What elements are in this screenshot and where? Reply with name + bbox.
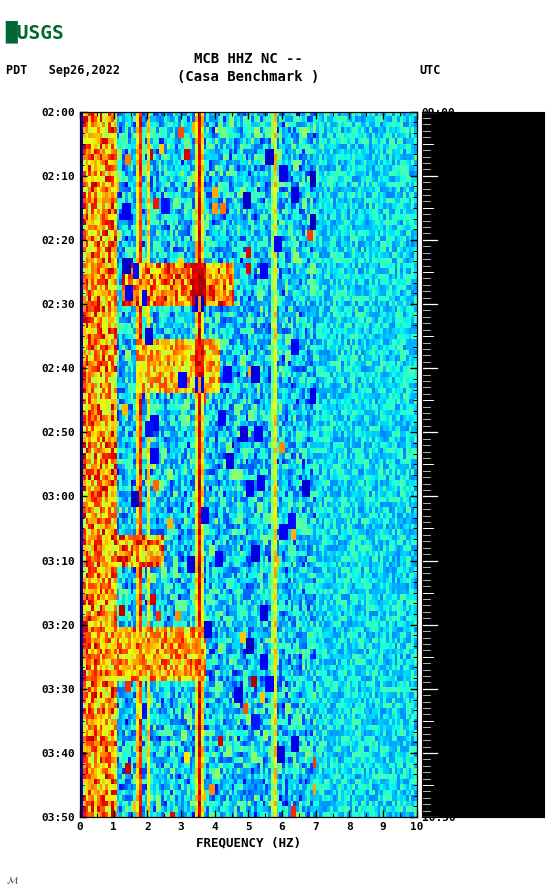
Text: █USGS: █USGS [6,21,64,43]
Text: UTC: UTC [420,64,441,77]
X-axis label: FREQUENCY (HZ): FREQUENCY (HZ) [196,836,301,849]
Text: PDT   Sep26,2022: PDT Sep26,2022 [6,64,120,77]
Text: (Casa Benchmark ): (Casa Benchmark ) [177,70,320,84]
Text: MCB HHZ NC --: MCB HHZ NC -- [194,52,303,66]
Text: $\mathcal{M}$: $\mathcal{M}$ [6,874,19,886]
